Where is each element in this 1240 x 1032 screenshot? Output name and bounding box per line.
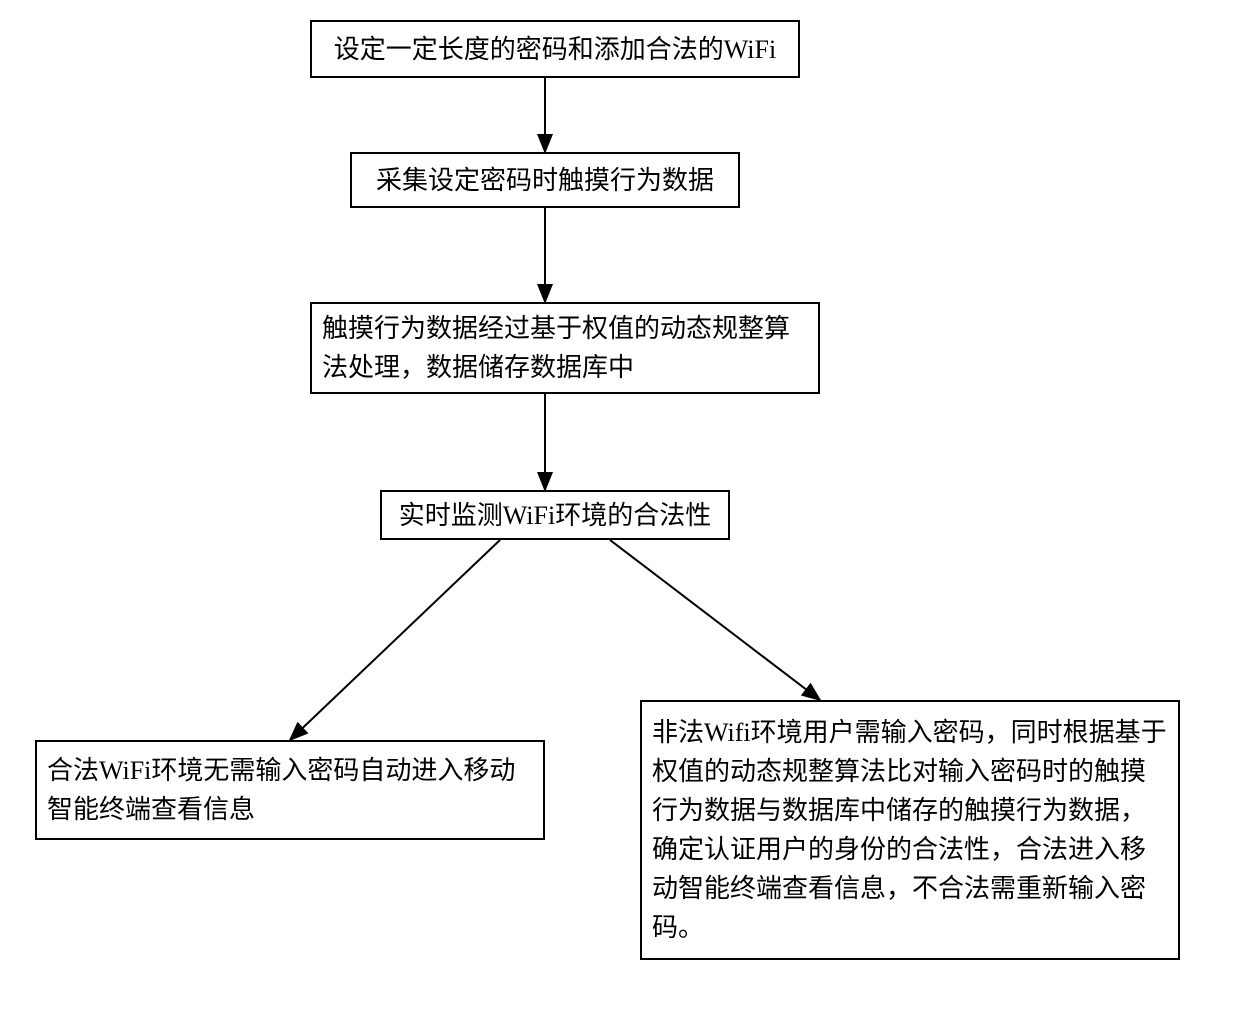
box-step-2: 采集设定密码时触摸行为数据 xyxy=(350,152,740,208)
box-branch-illegal: 非法Wifi环境用户需输入密码，同时根据基于权值的动态规整算法比对输入密码时的触… xyxy=(640,700,1180,960)
flowchart-container: 设定一定长度的密码和添加合法的WiFi 采集设定密码时触摸行为数据 触摸行为数据… xyxy=(0,0,1240,1032)
arrow-4 xyxy=(290,540,500,740)
box-step-3-text: 触摸行为数据经过基于权值的动态规整算法处理，数据储存数据库中 xyxy=(312,303,818,393)
box-step-3: 触摸行为数据经过基于权值的动态规整算法处理，数据储存数据库中 xyxy=(310,302,820,394)
box-step-1: 设定一定长度的密码和添加合法的WiFi xyxy=(310,20,800,78)
box-step-1-text: 设定一定长度的密码和添加合法的WiFi xyxy=(312,24,798,75)
box-step-4-text: 实时监测WiFi环境的合法性 xyxy=(382,490,728,541)
box-branch-legal-text: 合法WiFi环境无需输入密码自动进入移动智能终端查看信息 xyxy=(37,745,543,835)
box-step-2-text: 采集设定密码时触摸行为数据 xyxy=(352,155,738,206)
box-step-4: 实时监测WiFi环境的合法性 xyxy=(380,490,730,540)
arrow-5 xyxy=(610,540,820,700)
box-branch-legal: 合法WiFi环境无需输入密码自动进入移动智能终端查看信息 xyxy=(35,740,545,840)
box-branch-illegal-text: 非法Wifi环境用户需输入密码，同时根据基于权值的动态规整算法比对输入密码时的触… xyxy=(642,707,1178,953)
